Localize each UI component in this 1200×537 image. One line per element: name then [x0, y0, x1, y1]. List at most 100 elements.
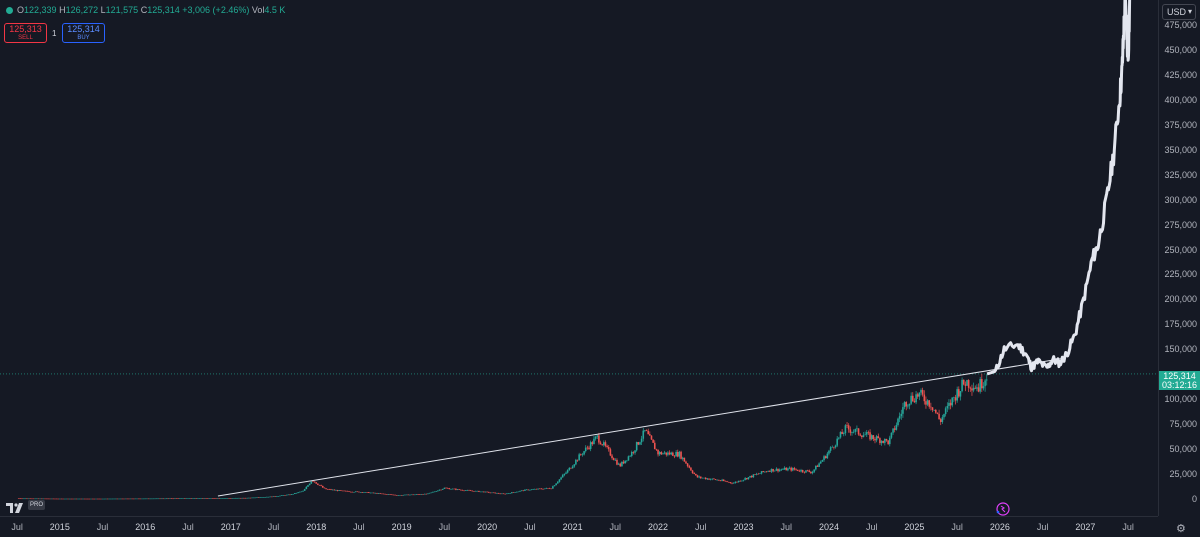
gear-icon[interactable]: ⚙ [1176, 523, 1186, 535]
candle-body [60, 498, 63, 500]
candle-body [530, 489, 533, 491]
price-scale[interactable]: 475,000 450,000 425,000 400,000 375,000 350,0… [1158, 0, 1200, 516]
candle-body [709, 479, 712, 480]
candle-body [371, 492, 373, 494]
market-status-icon [6, 7, 13, 14]
candle-body [951, 397, 954, 406]
candle-body [501, 493, 503, 495]
candle-body [27, 498, 30, 500]
forecast-icon[interactable] [996, 502, 1010, 516]
candle-body [542, 488, 544, 490]
close-key: C [140, 5, 148, 15]
candle-body [506, 493, 508, 495]
price-tick-label: 300,000 [1164, 194, 1197, 205]
low-value: 121,575 [105, 5, 139, 15]
price-chart[interactable] [0, 0, 1158, 516]
candle-body [538, 488, 541, 490]
candle-body [359, 492, 362, 493]
candle-body [121, 498, 124, 500]
candle-body [861, 435, 863, 438]
candle-body [754, 474, 756, 475]
candle-body [668, 452, 671, 455]
projection-line[interactable] [986, 0, 1132, 376]
candle-body [864, 434, 866, 436]
candle-body [167, 498, 170, 500]
candle-body [635, 442, 638, 451]
candle-body [297, 492, 299, 494]
candle-body [100, 498, 102, 500]
candle-body [159, 498, 161, 500]
candle-body [221, 498, 224, 499]
price-tick-label: 325,000 [1164, 169, 1197, 180]
candle-body [228, 498, 230, 499]
candle-body [367, 492, 370, 493]
candle-body [113, 498, 115, 500]
price-tick-label: 0 [1191, 494, 1197, 504]
candle-body [732, 482, 735, 484]
candle-body [672, 452, 674, 456]
candle-body [22, 498, 25, 500]
candle-body [330, 489, 332, 490]
candle-body [762, 471, 765, 473]
currency-button[interactable]: USD ▾ [1162, 4, 1196, 20]
candle-body [144, 498, 147, 500]
candle-body [675, 451, 677, 457]
buy-button[interactable]: 125,314 BUY [62, 23, 105, 43]
candle-body [890, 432, 893, 438]
candle-body [856, 428, 858, 430]
candle-body [974, 387, 977, 389]
candle-body [816, 465, 819, 467]
candle-body [386, 494, 388, 495]
candle-body [412, 494, 414, 496]
candle-body [108, 498, 110, 500]
candle-body [392, 494, 395, 496]
candle-body [435, 491, 437, 492]
tradingview-logo[interactable]: PRO [6, 500, 46, 513]
candle-body [369, 492, 372, 494]
candle-body [241, 497, 244, 499]
candle-body [918, 392, 921, 397]
candle-body [764, 471, 766, 473]
candle-body [630, 452, 633, 456]
candle-body [780, 469, 783, 471]
candle-body [532, 489, 534, 490]
candle-body [257, 497, 260, 498]
candle-body [561, 475, 564, 478]
candle-body [869, 432, 871, 440]
sell-button[interactable]: 125,313 SELL [4, 23, 47, 43]
candle-body [422, 494, 424, 495]
candle-body [583, 451, 585, 455]
candle-body [379, 493, 382, 494]
candle-body [141, 498, 143, 500]
candle-body [734, 481, 737, 483]
candle-body [236, 497, 239, 499]
candle-body [73, 498, 76, 500]
candle-body [96, 498, 99, 500]
candle-body [343, 490, 345, 492]
time-scale[interactable]: Jul 2015 Jul 2016 Jul 2017 Jul 2018 Jul 2019 Jul 20… [0, 516, 1158, 537]
candle-body [842, 433, 845, 435]
candle-body [341, 490, 344, 492]
candle-body [460, 489, 462, 491]
candle-body [621, 461, 623, 467]
candle-body [796, 469, 799, 471]
candle-body [977, 387, 980, 392]
chevron-down-icon: ▾ [1187, 7, 1192, 16]
candle-body [773, 470, 776, 472]
candle-body [414, 494, 416, 496]
candle-body [39, 498, 41, 500]
candle-body [644, 430, 646, 431]
candle-body [972, 387, 975, 391]
candle-body [188, 498, 191, 499]
trendline[interactable] [217, 357, 1065, 497]
candle-body [571, 466, 574, 469]
candle-body [829, 447, 832, 451]
candle-body [134, 498, 137, 500]
candle-body [31, 498, 33, 500]
candle-body [277, 496, 280, 497]
candle-body [364, 492, 367, 493]
candle-body [123, 498, 125, 500]
candle-body [566, 470, 569, 473]
candle-body [545, 487, 548, 489]
candle-body [52, 498, 55, 500]
